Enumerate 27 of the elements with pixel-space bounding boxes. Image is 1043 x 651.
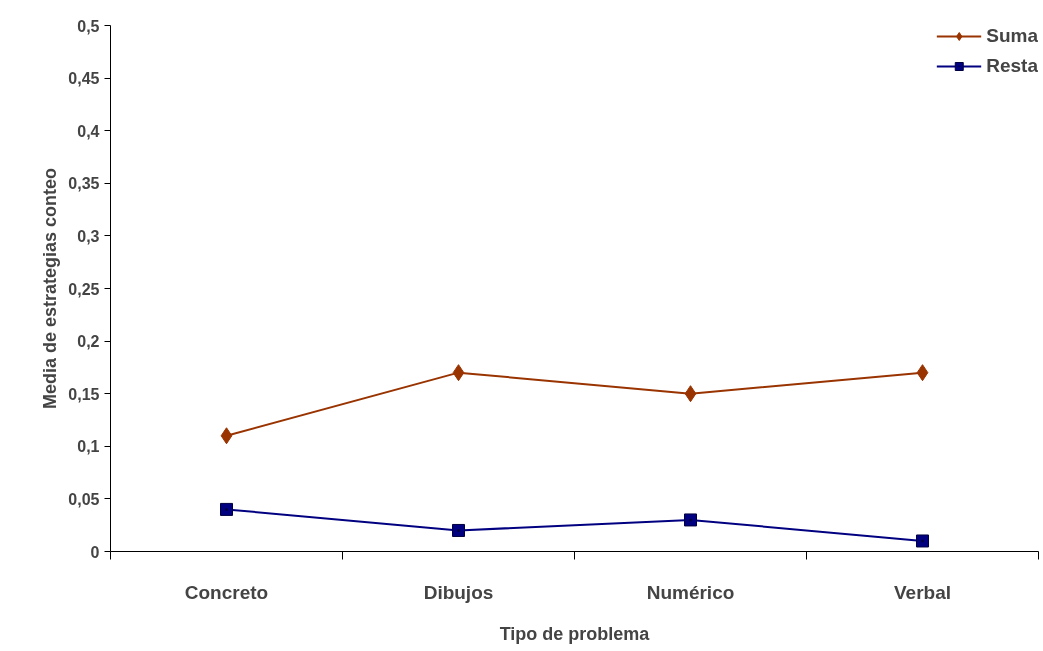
- y-tick-label: 0,45: [68, 70, 100, 88]
- y-axis-title: Media de estrategias conteo: [40, 167, 61, 410]
- x-tick-label: Dibujos: [423, 581, 494, 603]
- point: [916, 364, 929, 382]
- point: [916, 534, 929, 548]
- x-tick-label: Numérico: [646, 581, 735, 603]
- y-tick-label: 0,15: [68, 385, 100, 403]
- point: [220, 502, 233, 516]
- x-axis-title: Tipo de problema: [499, 623, 651, 644]
- y-tick-label: 0,05: [68, 490, 100, 508]
- point: [452, 523, 465, 537]
- y-tick-label: 0,4: [77, 122, 100, 140]
- y-tick-label: 0,2: [77, 333, 100, 351]
- x-tick-label: Verbal: [893, 581, 952, 603]
- y-tick-label: 0,35: [68, 175, 100, 193]
- y-tick-label: 0,1: [77, 438, 100, 456]
- y-tick-label: 0,3: [77, 227, 100, 245]
- point: [684, 513, 697, 527]
- y-tick-label: 0,5: [77, 17, 100, 35]
- point: [684, 385, 697, 403]
- y-tick-label: 0,25: [68, 280, 100, 298]
- legend-label: Resta: [986, 55, 1038, 77]
- point: [220, 427, 233, 445]
- point: [452, 364, 465, 382]
- y-tick-label: 0: [90, 543, 100, 561]
- x-tick-label: Concreto: [184, 581, 269, 603]
- legend-label: Suma: [986, 25, 1038, 47]
